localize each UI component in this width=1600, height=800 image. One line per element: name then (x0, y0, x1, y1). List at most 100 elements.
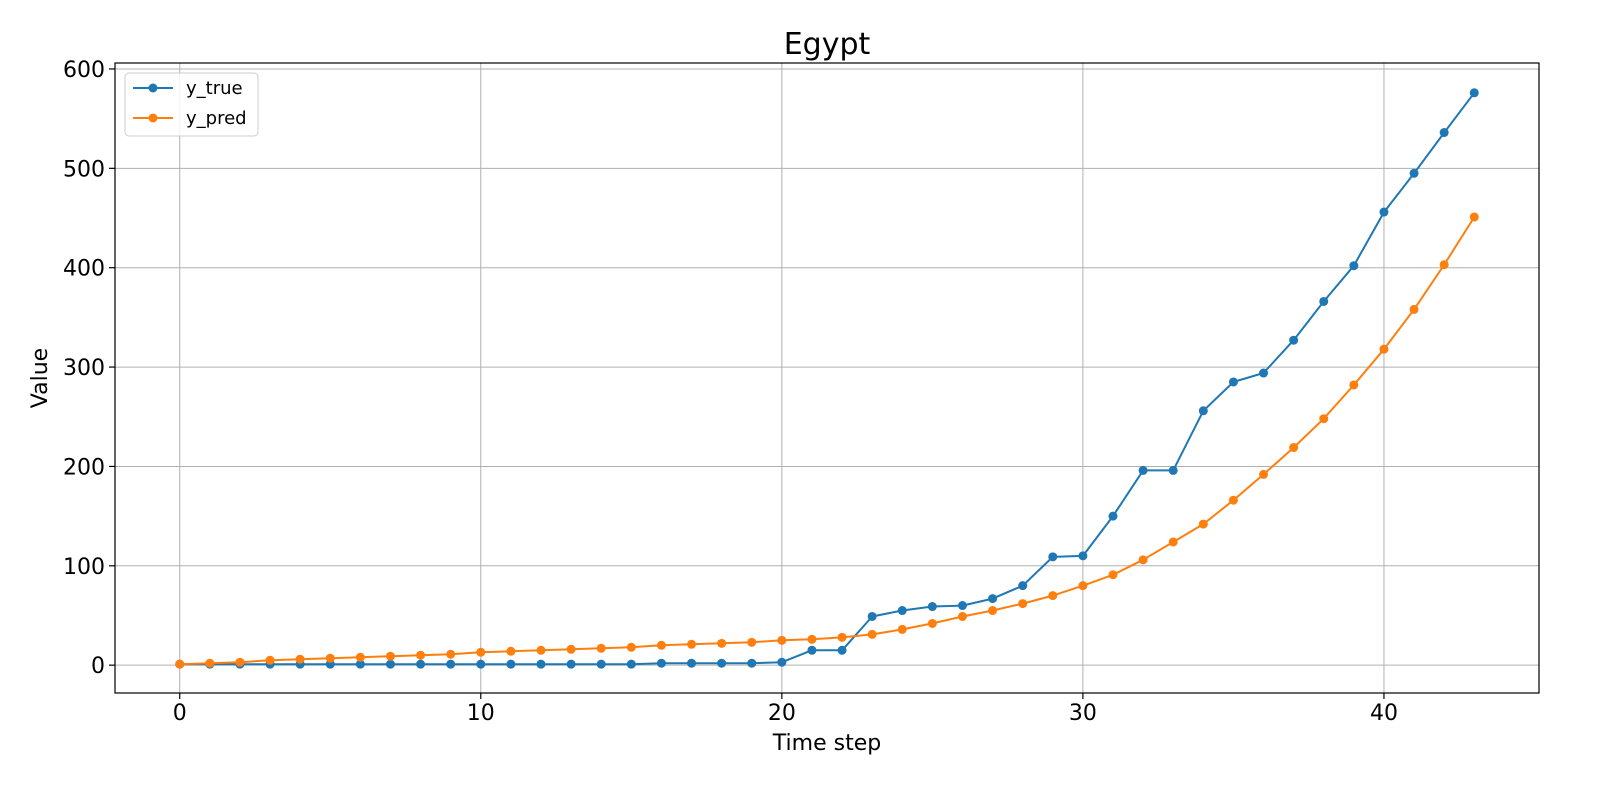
plot-frame (114, 62, 1540, 694)
data-point-y_pred (1138, 555, 1148, 565)
data-point-y_true (1018, 581, 1028, 591)
data-point-y_true (988, 594, 998, 604)
data-point-y_pred (536, 645, 546, 655)
y-tick-label: 300 (63, 356, 105, 381)
data-point-y_pred (1168, 537, 1178, 547)
y-tick-label: 600 (63, 58, 105, 83)
data-point-y_pred (265, 655, 275, 665)
data-point-y_pred (205, 658, 215, 668)
data-point-y_pred (446, 649, 456, 659)
data-point-y_true (1379, 207, 1389, 217)
data-point-y_pred (1018, 599, 1028, 609)
data-point-y_true (1259, 368, 1269, 378)
y-tick-label: 0 (91, 654, 105, 679)
data-point-y_true (927, 602, 937, 612)
data-point-y_pred (1319, 414, 1329, 424)
data-point-y_pred (325, 653, 335, 663)
y-tick-label: 100 (63, 555, 105, 580)
data-point-y_pred (1439, 260, 1449, 270)
data-point-y_true (1349, 261, 1359, 271)
data-point-y_true (1469, 88, 1479, 98)
data-point-y_true (446, 659, 456, 669)
data-point-y_pred (1379, 344, 1389, 354)
data-point-y_true (656, 658, 666, 668)
data-point-y_true (1228, 377, 1238, 387)
data-point-y_pred (476, 647, 486, 657)
x-tick-label: 0 (173, 701, 187, 726)
series-group (175, 88, 1479, 669)
data-point-y_pred (385, 651, 395, 661)
data-point-y_pred (687, 639, 697, 649)
data-point-y_pred (927, 618, 937, 628)
y-tick-label: 400 (63, 257, 105, 282)
data-point-y_pred (717, 638, 727, 648)
data-point-y_true (385, 659, 395, 669)
data-point-y_true (1319, 296, 1329, 306)
data-point-y_pred (656, 640, 666, 650)
data-point-y_pred (1228, 495, 1238, 505)
data-point-y_true (1078, 551, 1088, 561)
y-axis-title: Value (28, 348, 53, 408)
data-point-y_true (897, 606, 907, 616)
data-point-y_pred (897, 624, 907, 634)
data-point-y_pred (235, 657, 245, 667)
data-point-y_true (1168, 465, 1178, 475)
data-point-y_true (416, 659, 426, 669)
data-point-y_pred (1198, 519, 1208, 529)
data-point-y_true (1108, 511, 1118, 521)
series-line-y_true (179, 92, 1476, 666)
data-point-y_true (1439, 128, 1449, 138)
data-point-y_true (807, 645, 817, 655)
x-tick-label: 40 (1370, 701, 1398, 726)
legend-swatch-marker (148, 83, 158, 93)
data-point-y_pred (1409, 304, 1419, 314)
chart-title: Egypt (784, 27, 871, 62)
data-point-y_true (596, 659, 606, 669)
data-point-y_pred (416, 650, 426, 660)
data-point-y_pred (1289, 443, 1299, 453)
data-point-y_pred (1108, 570, 1118, 580)
data-point-y_pred (566, 644, 576, 654)
data-point-y_true (837, 645, 847, 655)
data-point-y_true (506, 659, 516, 669)
legend: y_true y_pred (124, 72, 259, 137)
data-point-y_true (1048, 552, 1058, 562)
data-point-y_true (536, 659, 546, 669)
x-axis-title: Time step (772, 731, 881, 756)
data-point-y_true (687, 658, 697, 668)
y-tick-label: 500 (63, 157, 105, 182)
data-point-y_true (1289, 335, 1299, 345)
data-point-y_pred (747, 637, 757, 647)
data-point-y_true (1198, 406, 1208, 416)
legend-swatch-marker (148, 113, 158, 123)
legend-label: y_true (186, 78, 243, 99)
grid-lines (115, 63, 1539, 693)
data-point-y_true (957, 601, 967, 611)
data-point-y_pred (626, 642, 636, 652)
data-point-y_pred (1469, 212, 1479, 222)
data-point-y_pred (596, 643, 606, 653)
data-point-y_pred (175, 659, 185, 669)
data-point-y_true (1138, 465, 1148, 475)
data-point-y_pred (1078, 581, 1088, 591)
data-point-y_true (1409, 168, 1419, 178)
data-point-y_pred (777, 635, 787, 645)
data-point-y_true (355, 659, 365, 669)
data-point-y_pred (807, 634, 817, 644)
data-point-y_pred (355, 652, 365, 662)
x-tick-label: 20 (768, 701, 796, 726)
data-point-y_pred (867, 629, 877, 639)
data-point-y_true (626, 659, 636, 669)
data-point-y_pred (957, 611, 967, 621)
legend-label: y_pred (186, 108, 247, 129)
x-tick-label: 10 (467, 701, 495, 726)
x-tick-label: 30 (1069, 701, 1097, 726)
data-point-y_pred (1048, 591, 1058, 601)
data-point-y_pred (988, 606, 998, 616)
data-point-y_pred (295, 654, 305, 664)
data-point-y_true (476, 659, 486, 669)
y-tick-label: 200 (63, 455, 105, 480)
data-point-y_pred (506, 646, 516, 656)
